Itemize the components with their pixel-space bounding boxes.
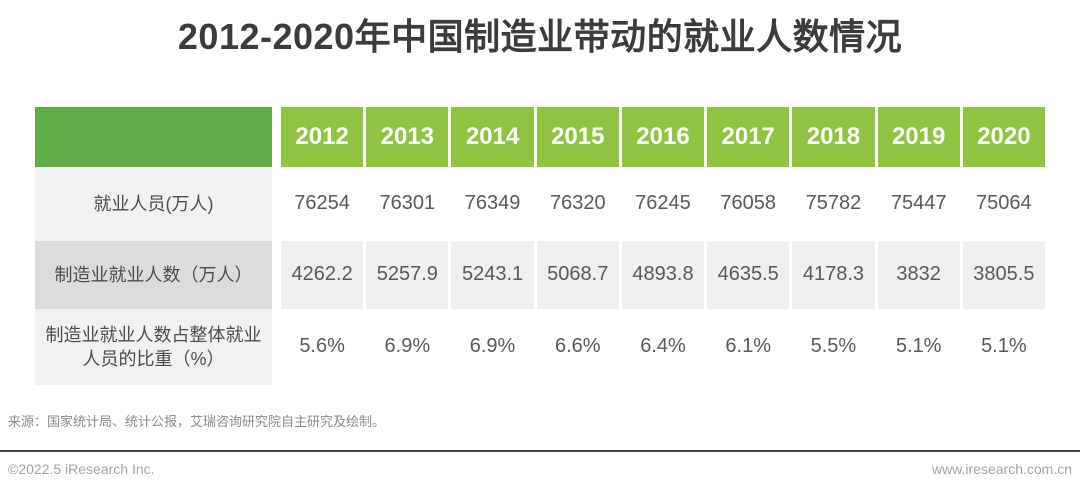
footer: ©2022.5 iResearch Inc. www.iresearch.com… — [0, 461, 1080, 477]
table-row-manufacturing-employment: 制造业就业人数（万人） 4262.2 5257.9 5243.1 5068.7 … — [35, 240, 1045, 309]
table-cell: 76245 — [635, 192, 691, 215]
table-cell: 76301 — [379, 192, 436, 215]
page-title: 2012-2020年中国制造业带动的就业人数情况 — [177, 16, 903, 57]
row-label-manufacturing-share: 制造业就业人数占整体就业人员的比重（%） — [35, 308, 272, 385]
table-cell: 76058 — [720, 192, 777, 215]
footer-divider — [0, 449, 1080, 452]
table-header-row: 2012 2013 2014 2015 2016 2017 2018 2019 … — [35, 106, 1045, 167]
slide: 2012-2020年中国制造业带动的就业人数情况 2012 2013 2014 … — [0, 14, 1080, 498]
table-cell: 75064 — [976, 192, 1032, 215]
table-cell: 76320 — [549, 192, 606, 215]
table-corner-cell — [35, 106, 272, 167]
year-header-2013: 2013 — [366, 106, 449, 167]
table-cell: 76254 — [294, 192, 350, 215]
table-cell: 6.9% — [469, 335, 516, 358]
table-cell: 3805.5 — [962, 240, 1045, 309]
table-cell: 4635.5 — [707, 240, 790, 309]
year-header-2014: 2014 — [451, 106, 534, 167]
table-cell: 6.4% — [640, 335, 686, 358]
year-header-2019: 2019 — [877, 106, 960, 167]
year-header-2012: 2012 — [281, 106, 364, 167]
table-cell: 4893.8 — [621, 240, 705, 309]
row-label-manufacturing-employment: 制造业就业人数（万人） — [35, 240, 272, 309]
table-row-total-employment: 就业人员(万人) 76254 76301 76349 76320 76245 7… — [35, 166, 1045, 241]
table-cell: 75782 — [805, 192, 862, 215]
table-cell: 6.1% — [725, 335, 771, 358]
row-label-total-employment: 就业人员(万人) — [35, 166, 272, 241]
year-header-2017: 2017 — [707, 106, 790, 167]
table-cell: 5.1% — [981, 335, 1027, 358]
copyright-text: ©2022.5 iResearch Inc. — [8, 460, 155, 477]
table-cell: 6.6% — [554, 335, 601, 358]
source-note: 来源：国家统计局、统计公报，艾瑞咨询研究院自主研究及绘制。 — [8, 413, 386, 429]
employment-table: 2012 2013 2014 2015 2016 2017 2018 2019 … — [35, 106, 1045, 385]
website-url: www.iresearch.com.cn — [931, 460, 1072, 477]
table-cell: 3832 — [877, 240, 960, 309]
report-page: { "title": "2012-2020年中国制造业带动的就业人数情况", "… — [0, 14, 1080, 498]
table-cell: 5257.9 — [366, 240, 449, 309]
table-row-manufacturing-share: 制造业就业人数占整体就业人员的比重（%） 5.6% 6.9% 6.9% 6.6%… — [35, 308, 1045, 385]
table-cell: 4262.2 — [281, 240, 364, 309]
year-header-2016: 2016 — [621, 106, 705, 167]
table-cell: 5.6% — [299, 335, 345, 358]
table-cell: 5068.7 — [536, 240, 619, 309]
year-header-2018: 2018 — [792, 106, 875, 167]
table-cell: 75447 — [890, 192, 947, 215]
table-cell: 6.9% — [384, 335, 431, 358]
table-cell: 5.1% — [895, 335, 942, 358]
table-cell: 76349 — [464, 192, 521, 215]
year-header-2020: 2020 — [962, 106, 1045, 167]
year-header-2015: 2015 — [536, 106, 619, 167]
table-cell: 4178.3 — [792, 240, 875, 309]
table-cell: 5243.1 — [451, 240, 534, 309]
table-cell: 5.5% — [810, 335, 857, 358]
